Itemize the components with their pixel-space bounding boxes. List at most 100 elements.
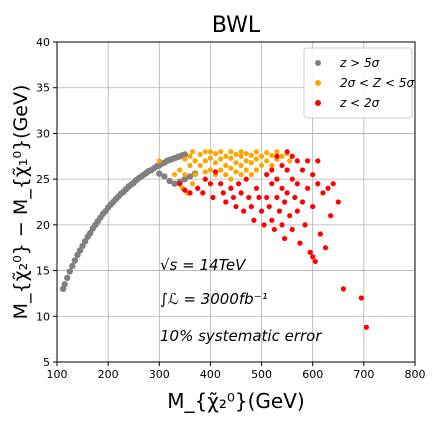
data-point	[223, 199, 229, 205]
y-tick-label: 25	[36, 173, 50, 186]
data-point	[253, 167, 260, 173]
legend-label-2: z < 2σ	[339, 96, 380, 110]
data-point	[274, 176, 280, 182]
data-point	[294, 181, 300, 187]
y-axis-label: M_{χ̃₂⁰} − M_{χ̃₁⁰}(GeV)	[10, 85, 32, 320]
data-point	[177, 167, 183, 173]
data-point	[279, 162, 285, 169]
data-point	[61, 281, 68, 288]
data-point	[264, 171, 270, 178]
data-point	[363, 324, 370, 330]
data-point	[248, 203, 254, 210]
x-axis-label-text: M_{χ̃₂⁰}(GeV)	[167, 389, 304, 413]
data-point	[197, 162, 203, 169]
data-point	[195, 185, 201, 191]
data-point	[274, 149, 280, 155]
data-point	[223, 162, 229, 169]
data-point	[264, 158, 270, 164]
data-point	[317, 231, 323, 237]
data-point	[253, 156, 260, 162]
data-point	[212, 169, 219, 175]
data-point	[320, 190, 326, 196]
data-point	[220, 190, 226, 196]
data-point	[284, 190, 290, 196]
data-point	[166, 177, 173, 185]
data-point	[233, 169, 239, 175]
data-point	[299, 199, 306, 205]
data-point	[187, 190, 193, 196]
data-point	[228, 176, 234, 182]
series-2	[177, 149, 370, 330]
data-point	[212, 160, 219, 166]
x-axis-label: M_{χ̃₂⁰}(GeV)	[167, 389, 304, 413]
data-point	[172, 171, 178, 178]
data-point	[253, 185, 260, 191]
data-point	[238, 153, 244, 159]
data-point	[261, 222, 267, 228]
data-point	[243, 150, 249, 157]
data-point	[302, 222, 308, 228]
data-point	[241, 208, 247, 214]
data-point	[182, 171, 188, 178]
y-tick-label: 20	[36, 219, 50, 232]
y-tick-label: 5	[43, 356, 50, 369]
data-point	[200, 190, 206, 196]
data-point	[156, 170, 163, 177]
data-point	[294, 158, 300, 164]
legend-label-0: z > 5σ	[339, 56, 380, 70]
series-1	[156, 149, 293, 196]
data-point	[279, 153, 285, 159]
data-point	[264, 150, 270, 156]
data-point	[307, 249, 313, 255]
data-point	[202, 169, 208, 175]
data-point	[264, 194, 270, 201]
data-point	[228, 149, 234, 155]
data-point	[315, 181, 321, 187]
y-axis-label-text: M_{χ̃₂⁰} − M_{χ̃₁⁰}(GeV)	[10, 85, 32, 320]
data-point	[210, 194, 216, 201]
data-point	[269, 167, 275, 173]
data-point	[202, 158, 208, 164]
data-point	[269, 152, 275, 158]
data-point	[335, 199, 341, 205]
data-point	[276, 208, 283, 214]
data-point	[182, 156, 188, 162]
x-tick-label: 100	[47, 368, 68, 381]
data-point	[218, 149, 224, 155]
data-point	[271, 226, 277, 233]
data-point	[233, 160, 239, 166]
legend-label-1: 2σ < Z < 5σ	[340, 76, 414, 90]
data-point	[187, 162, 193, 169]
scatter-points	[59, 149, 370, 330]
data-point	[238, 190, 244, 196]
annotation-energy: √s = 14TeV	[160, 256, 247, 274]
data-point	[279, 222, 285, 228]
data-point	[269, 162, 275, 169]
legend-marker-1	[315, 80, 321, 86]
data-point	[340, 286, 346, 292]
data-point	[207, 149, 214, 155]
data-point	[207, 155, 214, 161]
data-point	[287, 213, 293, 219]
x-tick-label: 400	[200, 368, 221, 381]
data-point	[233, 203, 239, 210]
x-tick-label: 300	[149, 368, 170, 381]
data-point	[189, 149, 196, 155]
data-point	[289, 176, 295, 182]
data-point	[297, 240, 303, 246]
x-tick-label: 800	[405, 368, 426, 381]
data-point	[71, 257, 79, 264]
y-tick-label: 35	[36, 82, 50, 95]
data-point	[289, 153, 295, 159]
data-point	[284, 167, 290, 173]
data-point	[189, 181, 196, 187]
plot-frame	[56, 41, 416, 363]
data-point	[181, 151, 189, 158]
data-point	[269, 217, 275, 223]
data-point	[218, 156, 224, 162]
data-point	[322, 245, 329, 251]
y-tick-label: 15	[36, 265, 50, 278]
data-point	[228, 185, 234, 191]
data-point	[218, 167, 224, 173]
